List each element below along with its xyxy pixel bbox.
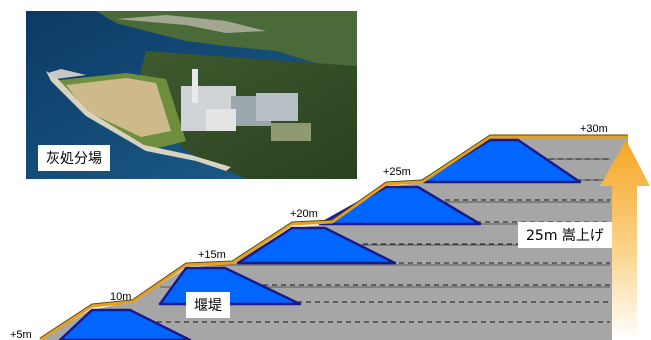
raise-label: 25m 嵩上げ xyxy=(518,222,612,248)
aerial-photo-image xyxy=(26,11,357,179)
outer-slope xyxy=(39,135,628,340)
photo-caption: 灰処分場 xyxy=(38,145,110,171)
level-label-15m: +15m xyxy=(198,249,226,261)
dike-5m xyxy=(58,308,192,340)
level-label-10m: 10m xyxy=(110,291,131,303)
level-label-25m: +25m xyxy=(383,166,411,178)
raise-arrow xyxy=(600,140,650,340)
aerial-photo: 灰処分場 xyxy=(26,11,357,179)
dike-15m xyxy=(236,226,397,265)
level-label-20m: +20m xyxy=(290,208,318,220)
level-label-30m: +30m xyxy=(580,123,608,135)
level-label-5m: +5m xyxy=(10,329,32,340)
dam-label: 堰堤 xyxy=(186,292,230,318)
